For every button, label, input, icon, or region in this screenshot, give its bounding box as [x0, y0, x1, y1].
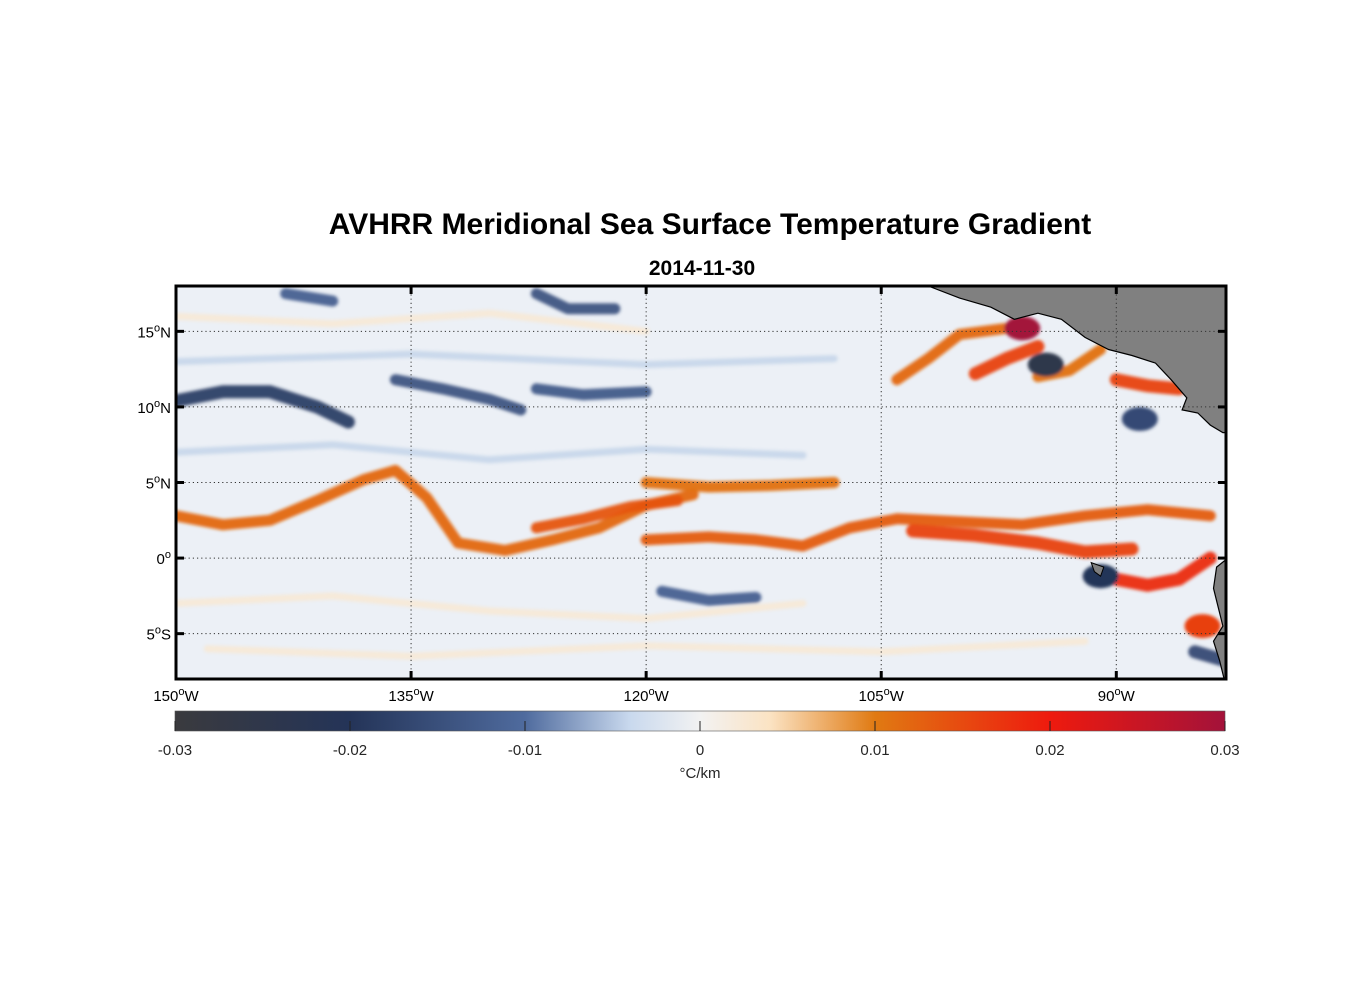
negative-gradient-band [656, 585, 762, 606]
background-streak [176, 309, 650, 335]
positive-gradient-band [640, 477, 840, 493]
background-streak [176, 592, 807, 623]
colorbar-tick-label: -0.01 [508, 742, 542, 759]
map-subtitle: 2014-11-30 [649, 257, 755, 280]
positive-gradient-band [176, 464, 699, 556]
latitude-label: 5oN [146, 474, 171, 493]
colorbar: -0.03 -0.02 -0.01 0 0.01 0.02 0.03 °C/km [158, 710, 1240, 782]
negative-gradient-band [389, 374, 527, 416]
negative-gradient-band [176, 385, 355, 429]
longitude-label: 135oW [388, 686, 434, 705]
positive-gradient-band [906, 524, 1139, 559]
longitude-label: 105oW [859, 686, 905, 705]
map-frame [174, 284, 1228, 681]
negative-gradient-band [280, 288, 339, 307]
colorbar-unit-label: °C/km [680, 765, 721, 782]
map-panel: 150oW 135oW 120oW 105oW 90oW 15oN 10oN 5oN 0o 5o… [137, 284, 1228, 705]
background-streak [176, 441, 807, 464]
colorbar-tick-label: -0.03 [158, 742, 192, 759]
positive-gradient-spot [1184, 614, 1221, 639]
positive-gradient-band [530, 495, 683, 534]
latitude-label: 0o [157, 549, 171, 568]
colorbar-tick-label: 0.02 [1035, 742, 1064, 759]
latitude-label: 10oN [137, 398, 171, 417]
longitude-label: 90oW [1098, 686, 1136, 705]
positive-gradient-spot [1004, 316, 1041, 341]
longitude-labels: 150oW 135oW 120oW 105oW 90oW [153, 686, 1135, 705]
negative-gradient-spot [1121, 407, 1158, 432]
colorbar-tick-label: 0.03 [1210, 742, 1239, 759]
colorbar-ticks: -0.03 -0.02 -0.01 0 0.01 0.02 0.03 [158, 721, 1240, 759]
positive-gradient-band [1109, 551, 1217, 592]
negative-gradient-band [530, 383, 652, 401]
latitude-label: 15oN [137, 322, 171, 341]
sst-gradient-field [176, 288, 1226, 668]
positive-gradient-band [1109, 373, 1186, 396]
background-streak [203, 637, 1089, 660]
latitude-label: 5oS [147, 625, 171, 644]
land-galapagos [1090, 561, 1105, 577]
background-streak [176, 350, 838, 369]
negative-gradient-band [530, 288, 621, 315]
positive-gradient-band [640, 504, 1216, 552]
colorbar-tick-label: 0 [696, 742, 704, 759]
latitude-labels: 15oN 10oN 5oN 0o 5oS [137, 322, 171, 643]
land-central-america [926, 286, 1226, 434]
map-title: AVHRR Meridional Sea Surface Temperature… [329, 208, 1091, 241]
positive-gradient-band [968, 340, 1045, 381]
longitude-label: 120oW [623, 686, 669, 705]
longitude-label: 150oW [153, 686, 199, 705]
negative-gradient-spot [1027, 352, 1064, 377]
colorbar-tick-label: 0.01 [860, 742, 889, 759]
colorbar-tick-label: -0.02 [333, 742, 367, 759]
